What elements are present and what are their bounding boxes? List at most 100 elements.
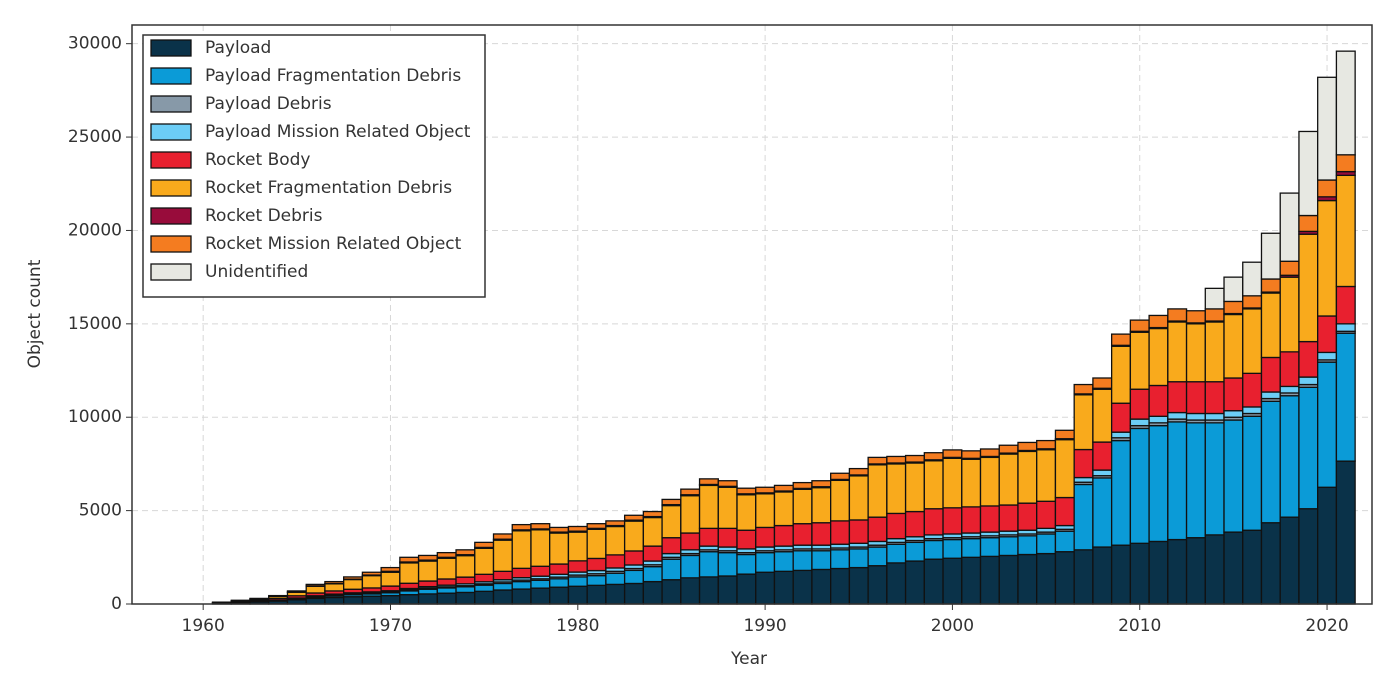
bar-segment xyxy=(999,445,1018,453)
bar-segment xyxy=(1018,555,1037,604)
bar-segment xyxy=(1318,352,1337,359)
x-tick-label: 1980 xyxy=(556,616,599,636)
bar-segment xyxy=(325,584,344,591)
bar-segment xyxy=(1074,385,1093,394)
bar-segment xyxy=(437,579,456,585)
bar-segment xyxy=(643,512,662,517)
bar-segment xyxy=(981,506,1000,532)
bar-segment xyxy=(831,480,850,521)
bar-segment xyxy=(887,563,906,604)
bar-segment xyxy=(1261,392,1280,399)
bar-segment xyxy=(550,527,569,532)
bar-segment xyxy=(606,584,625,604)
bar-segment xyxy=(1205,288,1224,309)
bar-segment xyxy=(1112,403,1131,432)
bar-segment xyxy=(981,538,1000,557)
bar-segment xyxy=(1055,552,1074,604)
bar-segment xyxy=(1112,432,1131,438)
bar-segment xyxy=(962,539,981,558)
bar-segment xyxy=(325,582,344,584)
bar-segment xyxy=(1205,382,1224,414)
bar-segment xyxy=(1280,396,1299,517)
bar-segment xyxy=(531,588,550,604)
bar-segment xyxy=(531,566,550,576)
legend-label: Payload Debris xyxy=(205,94,332,114)
bar-segment xyxy=(1168,322,1187,382)
bar-segment xyxy=(999,537,1018,556)
bar-segment xyxy=(1112,441,1131,546)
bar-segment xyxy=(643,582,662,604)
bar-segment xyxy=(1336,286,1355,323)
bar-segment xyxy=(437,558,456,579)
bar-segment xyxy=(1336,461,1355,604)
bar-segment xyxy=(1224,378,1243,411)
bar-segment xyxy=(737,495,756,530)
bar-segment xyxy=(1243,373,1262,407)
bar-segment xyxy=(400,557,419,562)
bar-segment xyxy=(306,586,325,593)
legend-label: Rocket Fragmentation Debris xyxy=(205,178,452,198)
bar-segment xyxy=(269,596,288,597)
bar-segment xyxy=(1074,450,1093,478)
bar-segment xyxy=(999,454,1018,505)
bar-segment xyxy=(568,586,587,604)
x-tick-label: 2010 xyxy=(1118,616,1161,636)
bar-segment xyxy=(419,555,438,560)
bar-segment xyxy=(1318,362,1337,487)
bar-segment xyxy=(456,550,475,555)
bar-segment xyxy=(381,586,400,591)
bar-segment xyxy=(1299,387,1318,508)
bar-segment xyxy=(419,594,438,604)
bar-segment xyxy=(400,563,419,583)
bar-segment xyxy=(700,577,719,604)
bar-segment xyxy=(868,517,887,541)
bar-segment xyxy=(587,576,606,586)
bar-segment xyxy=(831,569,850,604)
bar-segment xyxy=(868,566,887,604)
bar-segment xyxy=(568,532,587,561)
bar-segment xyxy=(550,564,569,574)
bar-segment xyxy=(1130,332,1149,389)
bar-segment xyxy=(494,540,513,571)
bar-segment xyxy=(887,464,906,513)
bar-segment xyxy=(1243,262,1262,296)
bar-segment xyxy=(793,551,812,571)
bar-segment xyxy=(1224,301,1243,313)
bar-segment xyxy=(625,551,644,565)
bar-segment xyxy=(812,523,831,545)
bar-segment xyxy=(1336,175,1355,286)
bar-segment xyxy=(1149,541,1168,604)
bar-segment xyxy=(737,574,756,604)
bar-segment xyxy=(1318,316,1337,352)
bar-segment xyxy=(512,589,531,604)
bar-segment xyxy=(1318,201,1337,316)
bar-segment xyxy=(419,589,438,594)
bar-segment xyxy=(344,577,363,579)
bar-segment xyxy=(924,559,943,604)
bar-segment xyxy=(662,559,681,580)
x-tick-label: 1960 xyxy=(182,616,225,636)
bar-segment xyxy=(943,450,962,457)
bar-segment xyxy=(906,561,925,604)
bar-segment xyxy=(1112,346,1131,403)
y-tick-label: 30000 xyxy=(68,34,122,54)
legend-label: Payload Fragmentation Debris xyxy=(205,66,461,86)
bar-segment xyxy=(793,524,812,545)
bar-segment xyxy=(718,553,737,576)
legend-swatch xyxy=(151,152,191,168)
bar-segment xyxy=(1336,155,1355,172)
bar-segment xyxy=(1280,352,1299,387)
bar-segment xyxy=(1018,536,1037,555)
bar-segment xyxy=(962,451,981,458)
bar-segment xyxy=(868,547,887,566)
bar-segment xyxy=(400,595,419,604)
legend-swatch xyxy=(151,96,191,112)
bar-segment xyxy=(831,473,850,479)
bar-segment xyxy=(1130,389,1149,419)
bar-segment xyxy=(981,449,1000,456)
bar-segment xyxy=(606,526,625,554)
bar-segment xyxy=(1318,180,1337,197)
bar-segment xyxy=(456,592,475,604)
